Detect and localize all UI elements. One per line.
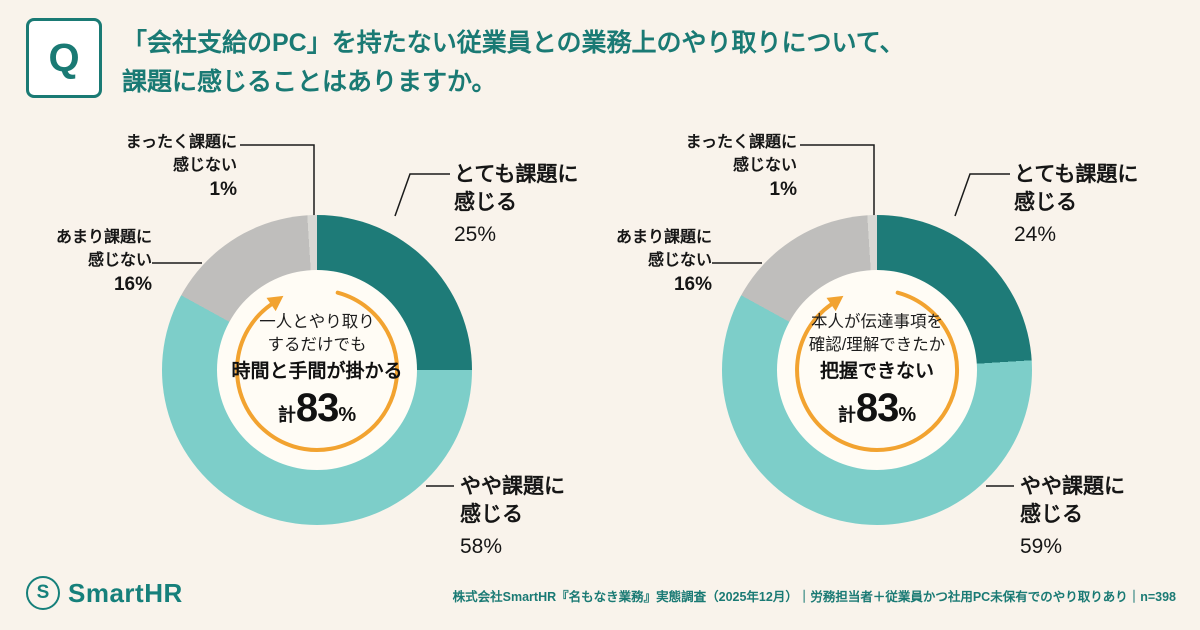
- donut-center-text: 本人が伝達事項を 確認/理解できたか 把握できない 計 83 %: [809, 311, 946, 430]
- segment-percent: 16%: [673, 274, 712, 296]
- donut-chart-left: 一人とやり取り するだけでも 時間と手間が掛かる 計 83 % まったく課題に …: [2, 128, 602, 598]
- segment-label-text: まったく課題に 感じない: [125, 134, 237, 175]
- segment-label-text: やや課題に 感じる: [1020, 475, 1125, 527]
- total-suffix: %: [898, 404, 917, 427]
- donut-hole: 一人とやり取り するだけでも 時間と手間が掛かる 計 83 %: [217, 270, 417, 470]
- brand-logo: S SmartHR: [26, 576, 183, 610]
- center-line: 確認/理解できたか: [808, 335, 946, 354]
- segment-label-not-much: あまり課題に 感じない 16%: [12, 226, 152, 296]
- total-prefix: 計: [277, 405, 296, 426]
- center-line: 一人とやり取り: [259, 312, 375, 331]
- total-value: 計 83 %: [809, 387, 946, 429]
- donut-hole: 本人が伝達事項を 確認/理解できたか 把握できない 計 83 %: [777, 270, 977, 470]
- segment-label-very: とても課題に 感じる 25%: [454, 161, 604, 247]
- center-line: するだけでも: [267, 335, 367, 354]
- donut-chart-right: 本人が伝達事項を 確認/理解できたか 把握できない 計 83 % まったく課題に…: [562, 128, 1162, 598]
- segment-label-not-much: あまり課題に 感じない 16%: [572, 226, 712, 296]
- cycle-arrow-icon: [235, 290, 400, 452]
- segment-percent: 59%: [1020, 534, 1063, 558]
- segment-label-text: とても課題に 感じる: [454, 163, 579, 215]
- segment-label-text: あまり課題に 感じない: [615, 229, 712, 270]
- cycle-arrow-icon: [795, 290, 960, 452]
- donut-ring: 本人が伝達事項を 確認/理解できたか 把握できない 計 83 %: [722, 215, 1032, 525]
- segment-label-somewhat: やや課題に 感じる 58%: [460, 473, 610, 559]
- segment-label-none: まったく課題に 感じない 1%: [617, 131, 797, 201]
- total-suffix: %: [338, 404, 357, 427]
- total-number: 83: [855, 386, 899, 431]
- total-number: 83: [295, 386, 339, 431]
- question-line-2: 課題に感じることはありますか。: [122, 67, 497, 96]
- logo-letter: S: [36, 582, 50, 603]
- question-badge: Q: [26, 18, 102, 98]
- question-badge-letter: Q: [48, 35, 80, 80]
- page-title: 「会社支給のPC」を持たない従業員との業務上のやり取りについて、 課題に感じるこ…: [122, 24, 904, 102]
- donut-ring: 一人とやり取り するだけでも 時間と手間が掛かる 計 83 %: [162, 215, 472, 525]
- center-line: 本人が伝達事項を: [811, 312, 943, 331]
- segment-label-text: まったく課題に 感じない: [685, 134, 797, 175]
- total-prefix: 計: [837, 405, 856, 426]
- segment-label-text: やや課題に 感じる: [460, 475, 565, 527]
- donut-center-text: 一人とやり取り するだけでも 時間と手間が掛かる 計 83 %: [231, 311, 402, 430]
- segment-percent: 25%: [454, 222, 497, 246]
- smarthr-logo-icon: S: [26, 576, 60, 610]
- segment-percent: 24%: [1014, 222, 1057, 246]
- brand-name: SmartHR: [68, 577, 183, 608]
- segment-label-text: とても課題に 感じる: [1014, 163, 1139, 215]
- segment-label-none: まったく課題に 感じない 1%: [57, 131, 237, 201]
- segment-label-very: とても課題に 感じる 24%: [1014, 161, 1164, 247]
- total-value: 計 83 %: [231, 387, 402, 429]
- center-bold-line: 把握できない: [819, 360, 934, 382]
- segment-percent: 1%: [769, 179, 797, 201]
- segment-label-text: あまり課題に 感じない: [55, 229, 152, 270]
- question-line-1: 「会社支給のPC」を持たない従業員との業務上のやり取りについて、: [122, 29, 905, 57]
- segment-percent: 58%: [460, 534, 503, 558]
- segment-percent: 1%: [209, 179, 237, 201]
- center-bold-line: 時間と手間が掛かる: [231, 360, 403, 382]
- source-note: 株式会社SmartHR『名もなき業務』実態調査（2025年12月）｜労務担当者＋…: [452, 590, 1176, 604]
- segment-percent: 16%: [113, 274, 152, 296]
- segment-label-somewhat: やや課題に 感じる 59%: [1020, 473, 1170, 559]
